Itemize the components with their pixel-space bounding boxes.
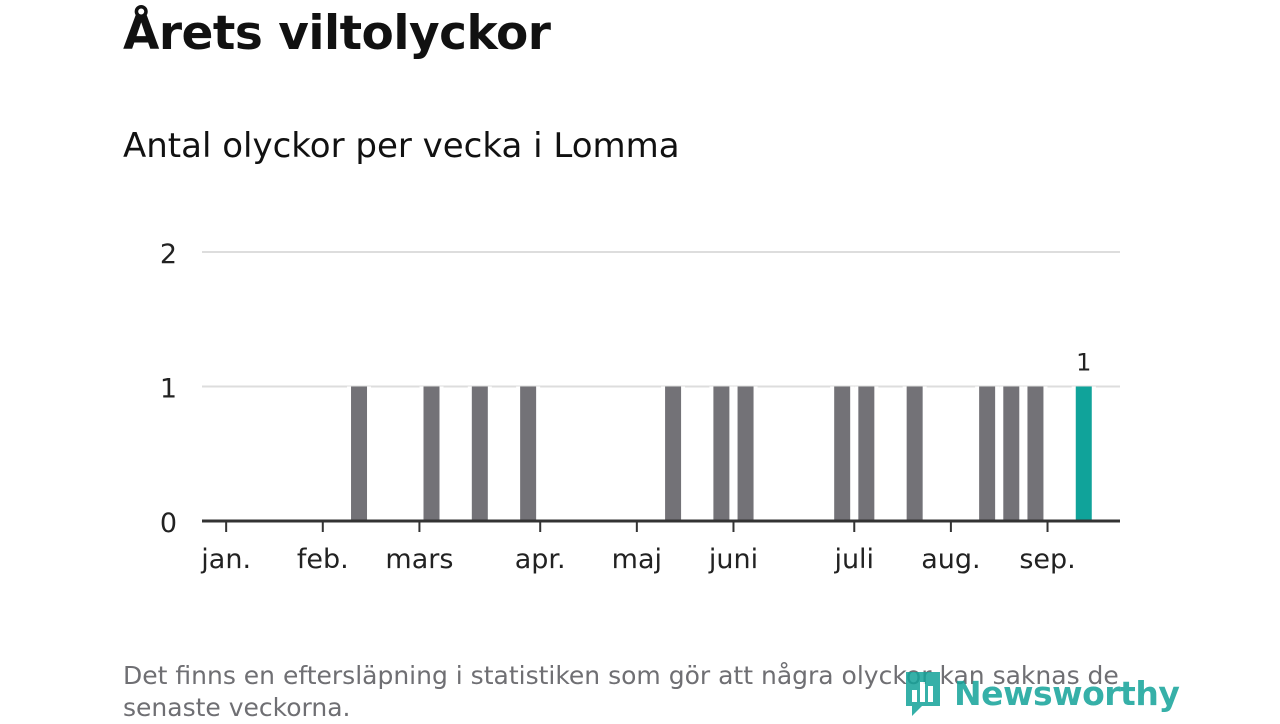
x-tick-label-aug.: aug. [921,544,980,575]
bar-week-27 [834,386,851,521]
highlight-value-label: 1 [1076,349,1091,377]
x-tick-label-juli: juli [833,544,874,575]
footnote: Det finns en eftersläpning i statistiken… [123,661,1119,722]
x-tick-labels: jan. feb. mars apr. maj juni juli aug. sep. [200,544,1075,575]
y-tick-label-1: 1 [160,374,177,405]
y-tick-labels: 0 1 2 [160,239,177,539]
bar-week-22 [713,386,730,521]
annotations: 1 [1076,349,1091,377]
bar-chart: 012 jan. feb. mars apr. maj juni juli aug. sep. … [160,239,1120,575]
highlight-bar [1075,386,1092,521]
bars [347,386,1096,521]
grid-lines [202,251,1120,388]
x-tick-label-apr.: apr. [515,544,566,575]
x-tick-label-jan.: jan. [200,544,251,575]
bar-week-30 [906,386,923,521]
y-tick-label-0: 0 [160,508,177,539]
x-tick-label-sep.: sep. [1019,544,1075,575]
x-tick-label-mars: mars [385,544,453,575]
bar-week-23 [737,386,754,521]
y-tick-label-2: 2 [160,239,177,270]
bar-chart-logo-icon [906,672,940,716]
bar-week-35 [1027,386,1044,521]
bar-week-14 [520,386,537,521]
chart-title: Årets viltolyckor [123,6,551,61]
x-tick-label-juni: juni [708,544,758,575]
x-tick-label-feb.: feb. [297,544,349,575]
bar-week-10 [423,386,440,521]
bar-week-28 [858,386,875,521]
logo-text: Newsworthy [954,673,1180,713]
bar-week-12 [471,386,488,521]
bar-week-20 [665,386,682,521]
x-axis [202,519,1120,532]
x-tick-label-maj: maj [612,544,662,575]
newsworthy-logo: Newsworthy [902,668,1180,718]
bar-week-33 [979,386,996,521]
bar-week-7 [351,386,368,521]
bar-week-34 [1003,386,1020,521]
chart-subtitle: Antal olyckor per vecka i Lomma [123,126,680,166]
